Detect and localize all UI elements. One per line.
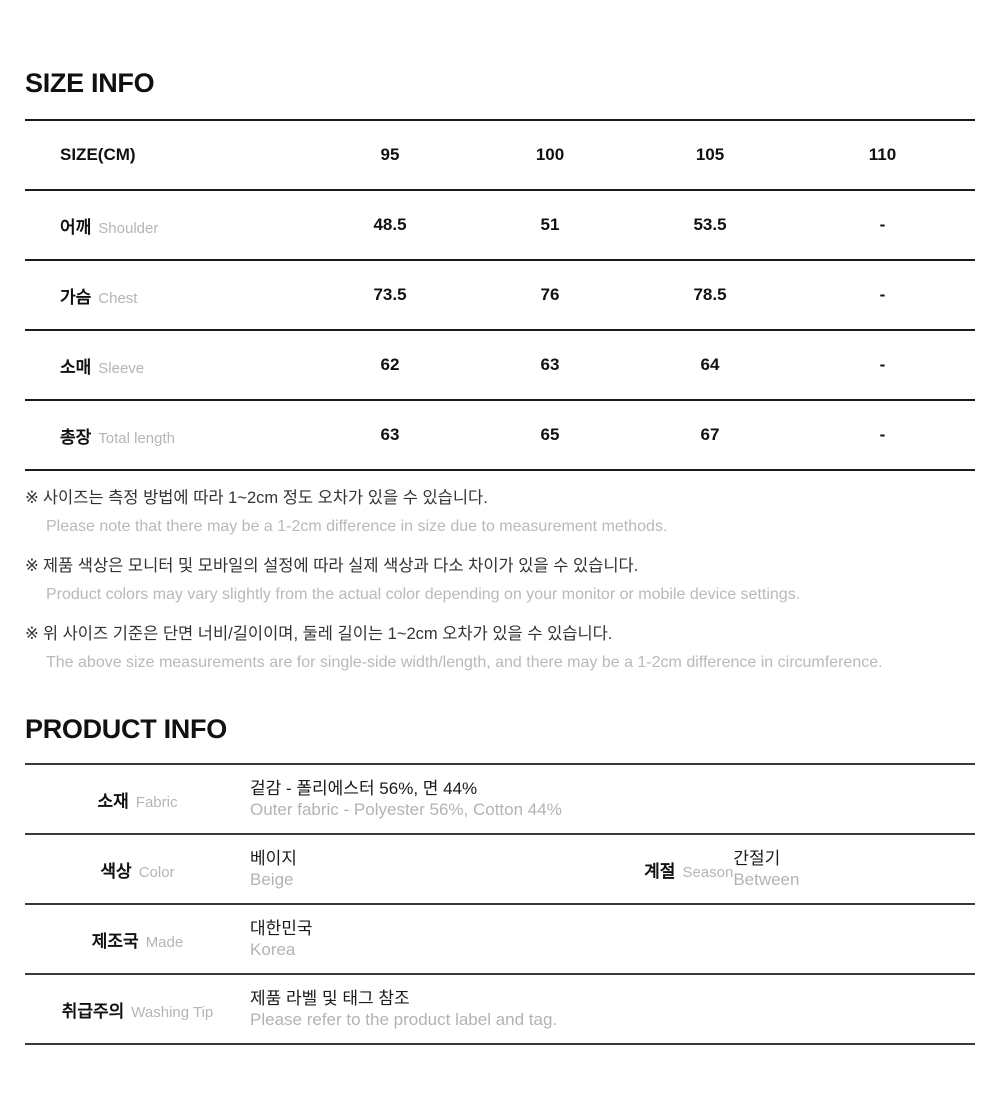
label-ko: 취급주의	[61, 1001, 125, 1021]
label-en: Season	[682, 863, 734, 881]
note-en-text: Product colors may vary slightly from th…	[46, 586, 801, 604]
table-header-row: SIZE(CM) 95 100 105 110	[25, 119, 975, 190]
value-en: Beige	[250, 870, 294, 890]
label-ko: 색상	[100, 861, 132, 881]
cell-shoulder-110: -	[790, 189, 975, 260]
note-en-text: The above size measurements are for sing…	[46, 654, 883, 672]
value-ko: 겉감 - 폴리에스터 56%, 면 44%	[250, 778, 478, 798]
product-value-washing: 제품 라벨 및 태그 참조 Please refer to the produc…	[250, 974, 975, 1044]
cell-sleeve-110: -	[790, 329, 975, 400]
note-en-text: Please note that there may be a 1-2cm di…	[46, 517, 668, 535]
product-value-fabric: 겉감 - 폴리에스터 56%, 면 44% Outer fabric - Pol…	[250, 764, 975, 834]
cell-sleeve-105: 64	[630, 329, 790, 400]
size-notes: ※ 사이즈는 측정 방법에 따라 1~2cm 정도 오차가 있을 수 있습니다. …	[25, 487, 975, 674]
label-ko: 총장	[60, 427, 92, 447]
note-marker-icon: ※	[25, 625, 39, 644]
product-label-fabric: 소재 Fabric	[25, 764, 250, 834]
cell-total-length-105: 67	[630, 399, 790, 471]
table-row-washing: 취급주의 Washing Tip 제품 라벨 및 태그 참조 Please ref…	[25, 974, 975, 1045]
table-row: 소매 Sleeve 62 63 64 -	[25, 329, 975, 400]
table-row-color-season: 색상 Color 베이지 Beige 계절 Season 간절기 Between	[25, 834, 975, 904]
cell-chest-110: -	[790, 259, 975, 330]
cell-chest-105: 78.5	[630, 259, 790, 330]
value-en: Outer fabric - Polyester 56%, Cotton 44%	[250, 800, 562, 820]
cell-shoulder-105: 53.5	[630, 189, 790, 260]
label-ko: 계절	[644, 861, 676, 881]
value-ko: 간절기	[733, 848, 781, 868]
label-en: Shoulder	[98, 219, 159, 237]
note-item: ※ 제품 색상은 모니터 및 모바일의 설정에 따라 실제 색상과 다소 차이가 …	[25, 555, 975, 606]
value-ko: 베이지	[250, 848, 297, 868]
note-ko-text: 제품 색상은 모니터 및 모바일의 설정에 따라 실제 색상과 다소 차이가 있…	[42, 557, 639, 576]
label-ko: 소매	[60, 357, 92, 377]
table-row: 총장 Total length 63 65 67 -	[25, 399, 975, 471]
note-ko-text: 위 사이즈 기준은 단면 너비/길이이며, 둘레 길이는 1~2cm 오차가 있…	[42, 625, 613, 644]
product-value-color: 베이지 Beige	[250, 834, 492, 904]
product-info-heading: PRODUCT INFO	[25, 714, 227, 745]
note-marker-icon: ※	[25, 557, 39, 576]
cell-chest-100: 76	[470, 259, 630, 330]
cell-shoulder-95: 48.5	[310, 189, 470, 260]
product-label-made: 제조국 Made	[25, 904, 250, 974]
size-info-heading: SIZE INFO	[25, 68, 155, 98]
size-header-105: 105	[630, 119, 790, 190]
note-ko-line: ※ 사이즈는 측정 방법에 따라 1~2cm 정도 오차가 있을 수 있습니다.	[25, 487, 975, 511]
label-ko: 제조국	[91, 931, 139, 951]
cell-sleeve-95: 62	[310, 329, 470, 400]
table-row: 가슴 Chest 73.5 76 78.5 -	[25, 259, 975, 330]
size-header-label: SIZE(CM)	[25, 119, 310, 190]
product-label-season: 계절 Season	[492, 834, 734, 904]
product-value-made: 대한민국 Korea	[250, 904, 975, 974]
note-ko-line: ※ 제품 색상은 모니터 및 모바일의 설정에 따라 실제 색상과 다소 차이가 …	[25, 555, 975, 579]
note-item: ※ 사이즈는 측정 방법에 따라 1~2cm 정도 오차가 있을 수 있습니다. …	[25, 487, 975, 538]
label-en: Sleeve	[98, 359, 145, 377]
table-row-fabric: 소재 Fabric 겉감 - 폴리에스터 56%, 면 44% Outer fab…	[25, 764, 975, 834]
label-en: Chest	[98, 289, 138, 307]
label-ko: 어깨	[60, 217, 92, 237]
size-row-label-shoulder: 어깨 Shoulder	[25, 189, 310, 260]
cell-chest-95: 73.5	[310, 259, 470, 330]
value-ko: 대한민국	[250, 918, 313, 938]
size-header-95: 95	[310, 119, 470, 190]
product-info-table: 소재 Fabric 겉감 - 폴리에스터 56%, 면 44% Outer fab…	[25, 763, 975, 1045]
label-en: Washing Tip	[131, 1003, 214, 1021]
value-ko: 제품 라벨 및 태그 참조	[250, 988, 410, 1008]
label-en: Color	[138, 863, 175, 881]
note-ko-text: 사이즈는 측정 방법에 따라 1~2cm 정도 오차가 있을 수 있습니다.	[42, 489, 488, 507]
product-label-color: 색상 Color	[25, 834, 250, 904]
table-row-made: 제조국 Made 대한민국 Korea	[25, 904, 975, 974]
table-row: 어깨 Shoulder 48.5 51 53.5 -	[25, 189, 975, 260]
size-info-table: SIZE(CM) 95 100 105 110 어깨 Shoulder 48.5 …	[25, 119, 975, 471]
label-en: Made	[145, 933, 184, 951]
size-row-label-sleeve: 소매 Sleeve	[25, 329, 310, 400]
value-en: Korea	[250, 940, 296, 960]
label-en: Total length	[98, 429, 176, 447]
cell-total-length-100: 65	[470, 399, 630, 471]
cell-shoulder-100: 51	[470, 189, 630, 260]
product-value-season: 간절기 Between	[733, 834, 975, 904]
size-header-100: 100	[470, 119, 630, 190]
label-ko: 소재	[97, 791, 129, 811]
value-en: Please refer to the product label and ta…	[250, 1010, 558, 1030]
cell-sleeve-100: 63	[470, 329, 630, 400]
value-en: Between	[733, 870, 800, 890]
label-en: Fabric	[135, 793, 178, 811]
size-row-label-chest: 가슴 Chest	[25, 259, 310, 330]
note-marker-icon: ※	[25, 489, 39, 507]
note-item: ※ 위 사이즈 기준은 단면 너비/길이이며, 둘레 길이는 1~2cm 오차가 …	[25, 623, 975, 674]
size-header-110: 110	[790, 119, 975, 190]
size-row-label-total-length: 총장 Total length	[25, 399, 310, 471]
label-ko: 가슴	[60, 287, 92, 307]
cell-total-length-110: -	[790, 399, 975, 471]
note-ko-line: ※ 위 사이즈 기준은 단면 너비/길이이며, 둘레 길이는 1~2cm 오차가 …	[25, 623, 975, 647]
cell-total-length-95: 63	[310, 399, 470, 471]
product-label-washing: 취급주의 Washing Tip	[25, 974, 250, 1044]
